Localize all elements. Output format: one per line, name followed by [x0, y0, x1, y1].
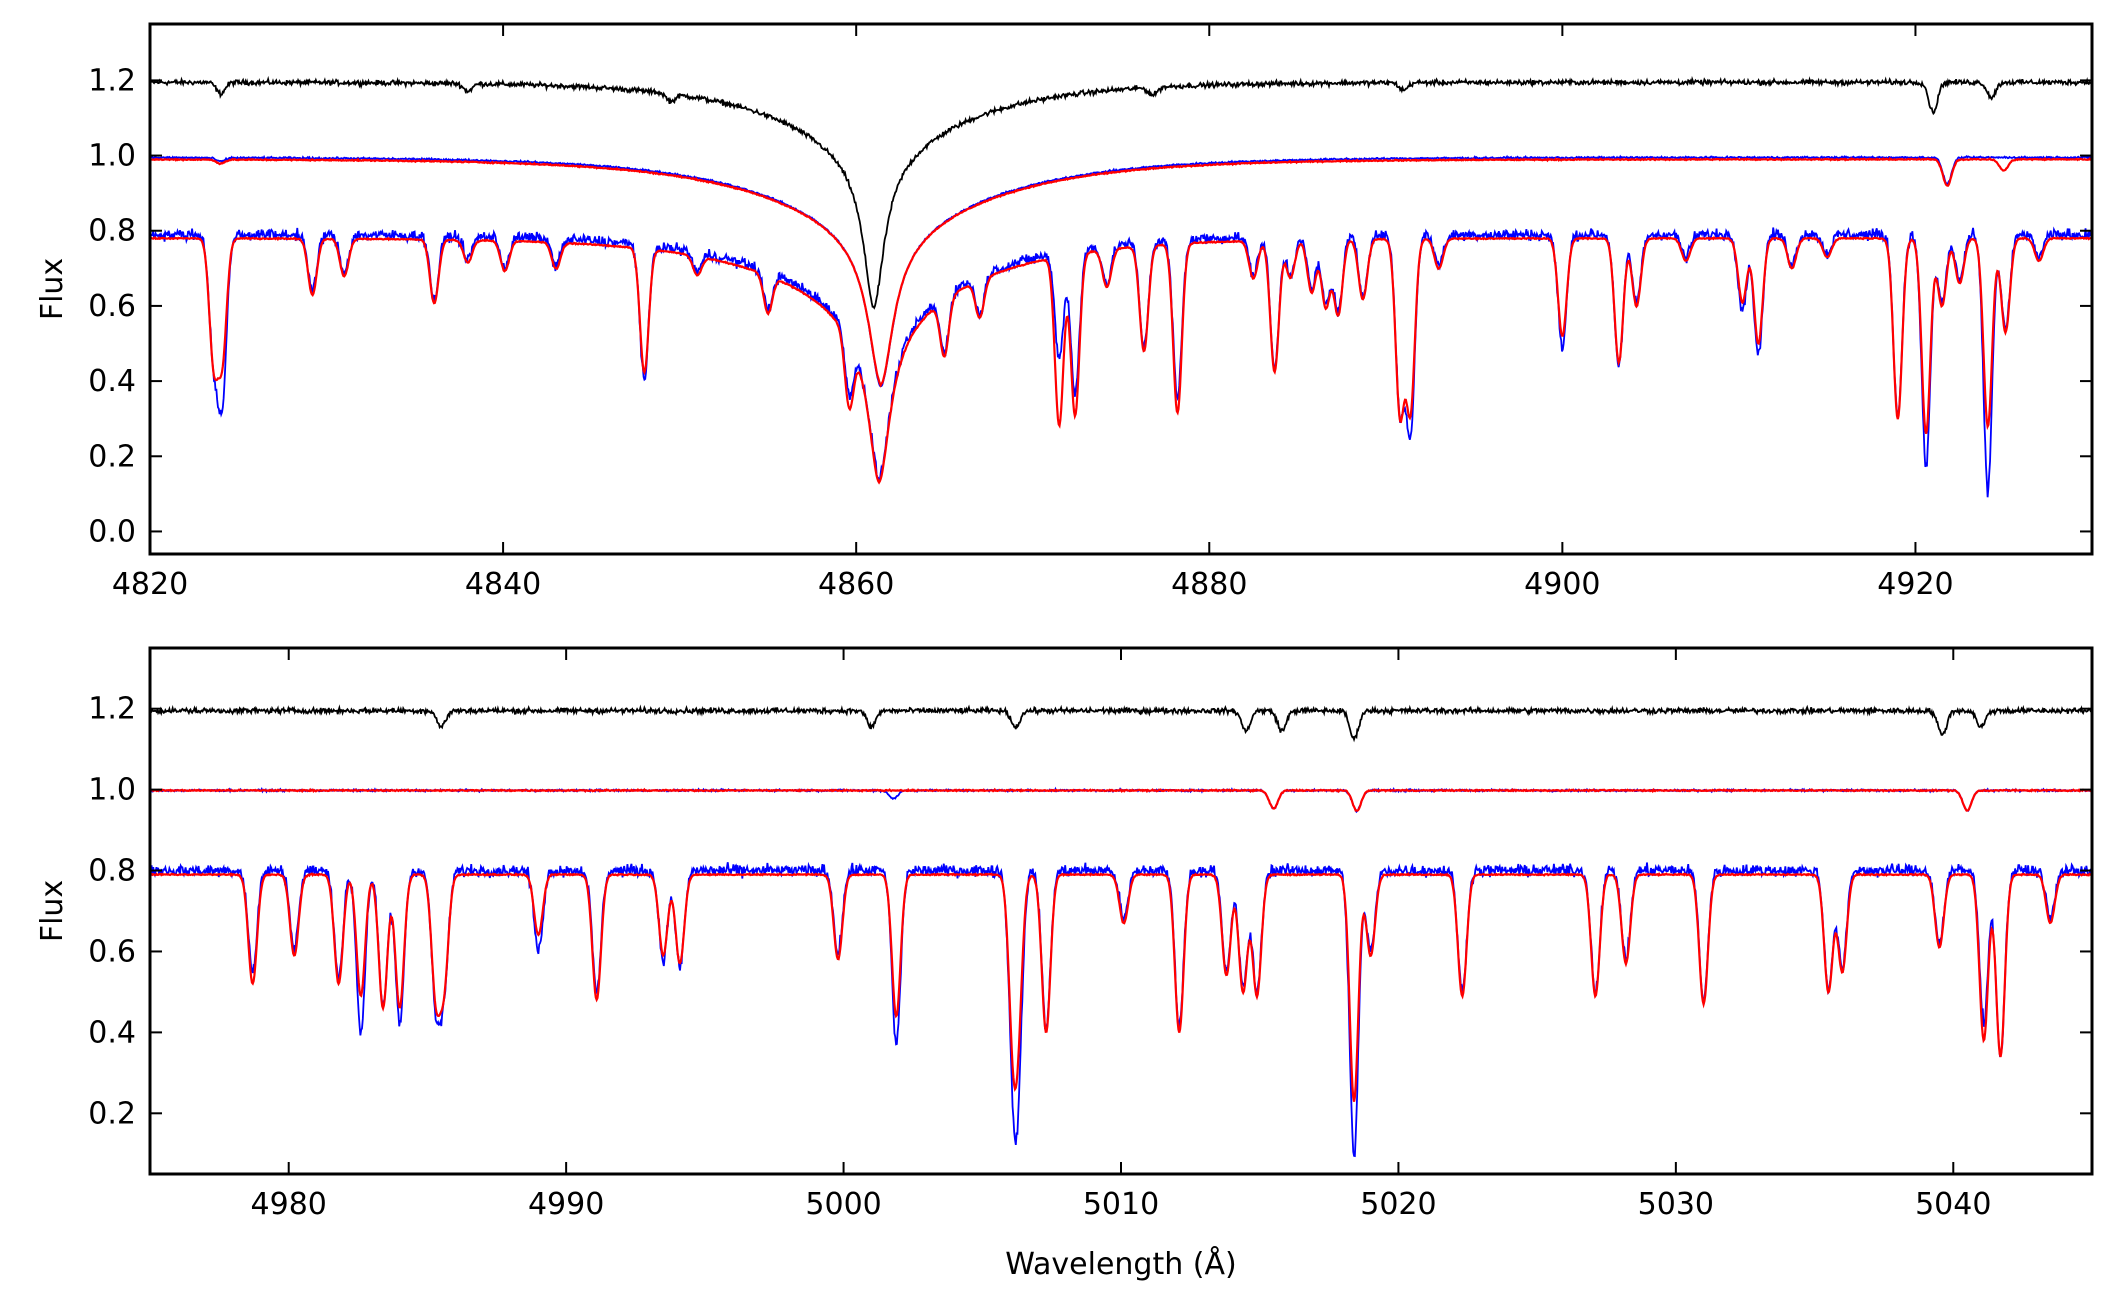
y-axis-label: Flux: [35, 880, 70, 942]
series-line-4: [150, 235, 2092, 485]
x-tick-label: 4900: [1524, 567, 1600, 602]
plot-area: [150, 704, 2092, 1158]
x-axis-label: Wavelength (Å): [1005, 1246, 1236, 1282]
series-line-1: [150, 154, 2092, 388]
y-tick-label: 0.2: [88, 1096, 136, 1131]
y-tick-label: 1.2: [88, 63, 136, 98]
x-tick-label: 4820: [112, 567, 188, 602]
x-tick-label: 4880: [1171, 567, 1247, 602]
y-axis-label: Flux: [35, 258, 70, 320]
series-line-4: [150, 871, 2092, 1102]
y-tick-label: 0.8: [88, 854, 136, 889]
x-tick-label: 5020: [1360, 1187, 1436, 1222]
series-line-2: [150, 156, 2092, 388]
x-tick-label: 4980: [251, 1187, 327, 1222]
y-tick-label: 0.0: [88, 514, 136, 549]
y-tick-label: 1.0: [88, 773, 136, 808]
plot-area: [150, 75, 2092, 498]
series-line-2: [150, 787, 2092, 812]
x-tick-label: 5000: [805, 1187, 881, 1222]
top-panel: 4820 4840 4860 4880 4900 4920 0.0 0.2 0.4 0.6 0.8 1…: [35, 22, 2094, 602]
series-line-3: [150, 226, 2092, 498]
series-line-1: [150, 786, 2092, 814]
y-tick-label: 0.4: [88, 364, 136, 399]
x-tick-label: 4920: [1877, 567, 1953, 602]
series-line-0: [150, 704, 2092, 743]
series-line-0: [150, 75, 2092, 310]
y-tick-label: 0.8: [88, 214, 136, 249]
bottom-panel: 4980 4990 5000 5010 5020 5030 5040 0.2 0.4 0.6 0.8…: [35, 646, 2094, 1282]
x-tick-label: 4860: [818, 567, 894, 602]
y-tick-label: 0.4: [88, 1015, 136, 1050]
y-tick-label: 1.2: [88, 692, 136, 727]
y-tick-label: 0.6: [88, 934, 136, 969]
x-tick-label: 5040: [1915, 1187, 1991, 1222]
x-tick-label: 5030: [1638, 1187, 1714, 1222]
y-tick-label: 1.0: [88, 139, 136, 174]
x-tick-label: 5010: [1083, 1187, 1159, 1222]
x-tick-label: 4840: [465, 567, 541, 602]
y-tick-label: 0.2: [88, 439, 136, 474]
x-tick-label: 4990: [528, 1187, 604, 1222]
series-line-3: [150, 861, 2092, 1158]
y-tick-label: 0.6: [88, 289, 136, 324]
plot-frame: [148, 22, 2094, 556]
